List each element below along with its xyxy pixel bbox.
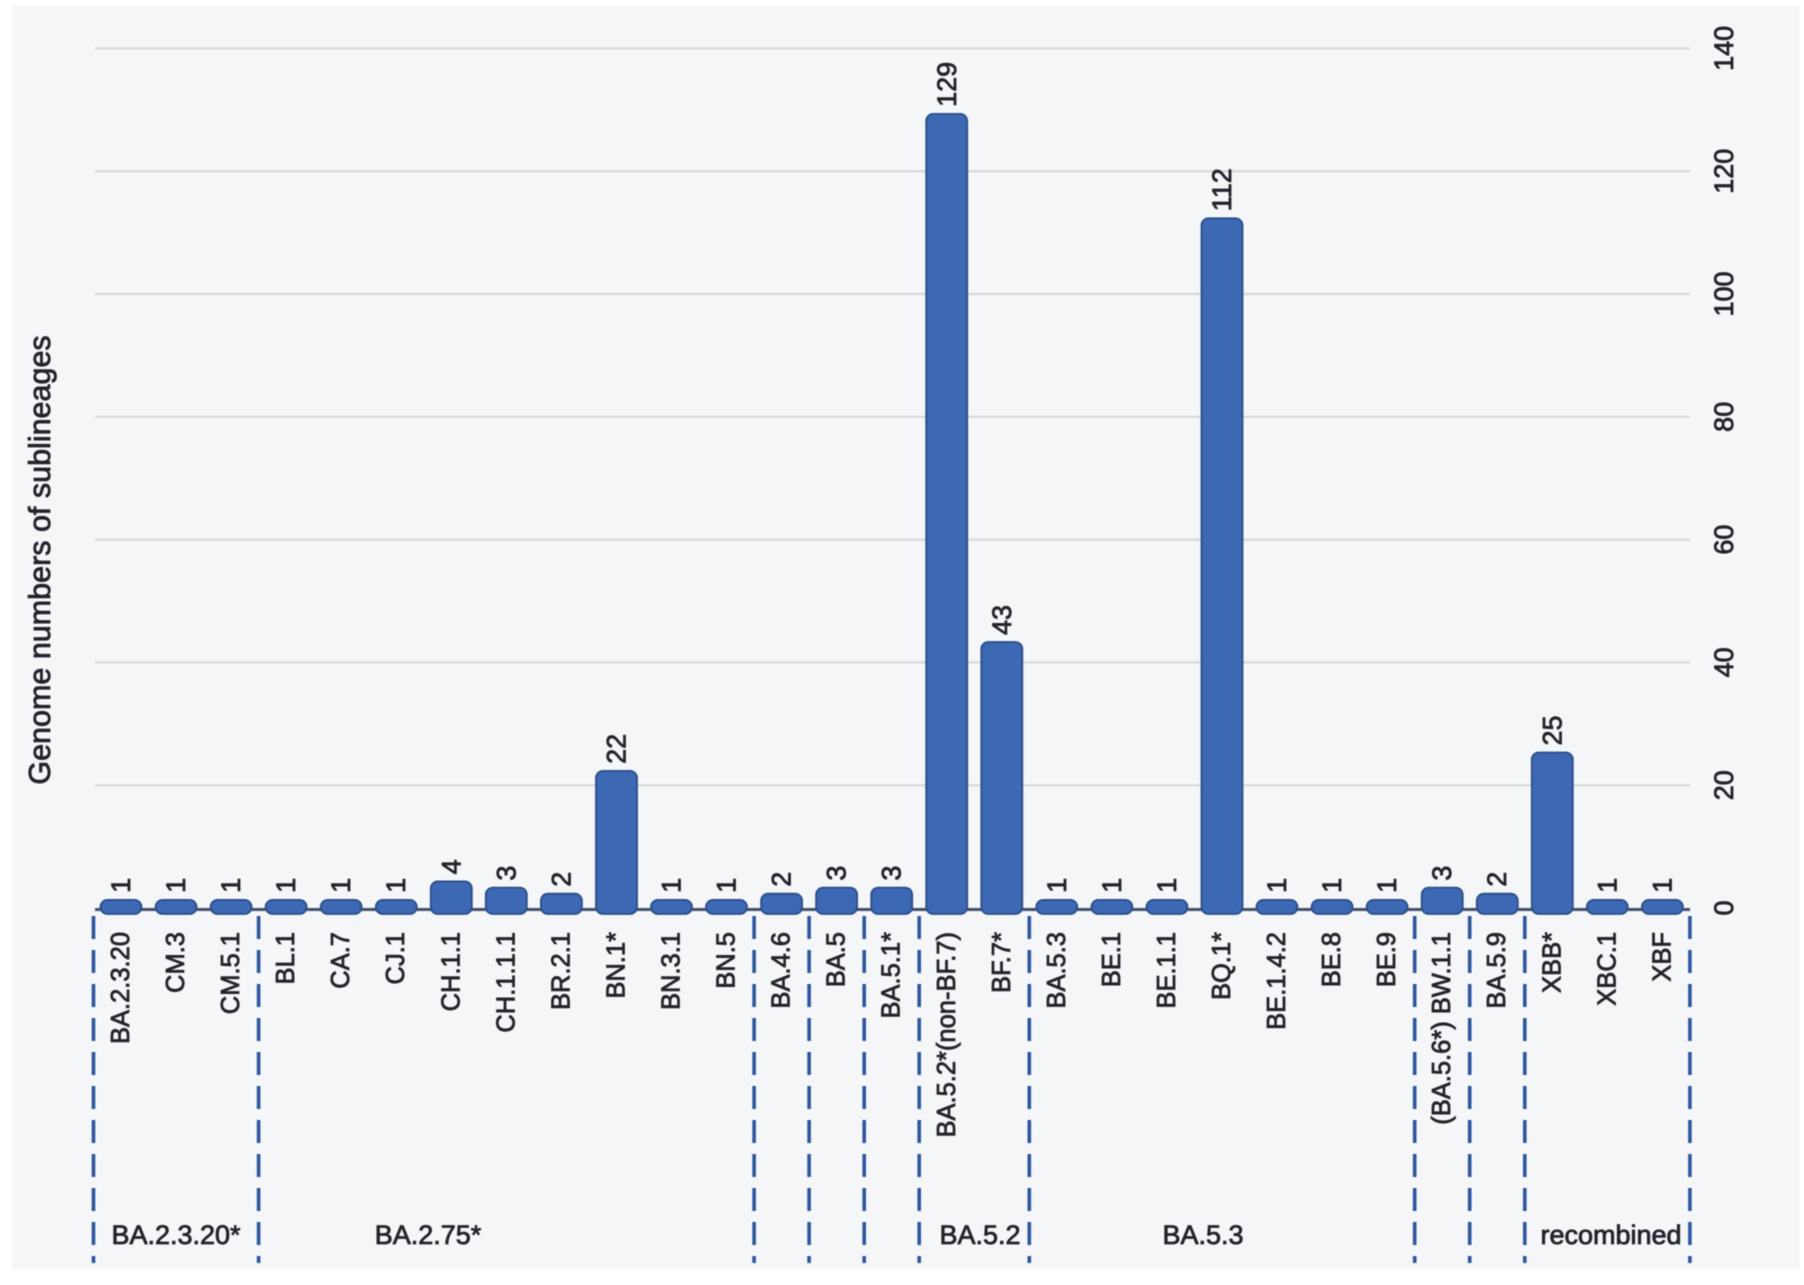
svg-text:1: 1 <box>1317 878 1347 893</box>
svg-text:recombined: recombined <box>1540 1220 1681 1250</box>
svg-text:0: 0 <box>1709 900 1739 915</box>
svg-text:80: 80 <box>1709 402 1739 432</box>
svg-text:3: 3 <box>877 866 907 881</box>
svg-text:BA.2.75*: BA.2.75* <box>375 1220 482 1250</box>
svg-text:129: 129 <box>932 62 962 107</box>
svg-text:25: 25 <box>1537 715 1567 745</box>
svg-text:1: 1 <box>1152 878 1182 893</box>
svg-text:60: 60 <box>1709 525 1739 555</box>
svg-text:BQ.1*: BQ.1* <box>1208 932 1236 1000</box>
svg-text:CM.5.1: CM.5.1 <box>217 932 245 1014</box>
svg-text:1: 1 <box>216 878 246 893</box>
svg-text:1: 1 <box>161 878 191 893</box>
svg-text:BR.2.1: BR.2.1 <box>547 932 575 1010</box>
svg-text:CM.3: CM.3 <box>162 932 190 993</box>
svg-text:XBB*: XBB* <box>1538 932 1566 993</box>
svg-text:BL.1: BL.1 <box>272 932 300 984</box>
svg-text:BA.5.9: BA.5.9 <box>1483 932 1511 1009</box>
svg-text:40: 40 <box>1709 647 1739 677</box>
svg-text:CH.1.1.1: CH.1.1.1 <box>492 932 520 1033</box>
svg-text:20: 20 <box>1709 770 1739 800</box>
svg-text:BA.5: BA.5 <box>823 932 851 987</box>
svg-text:140: 140 <box>1709 26 1739 71</box>
svg-text:1: 1 <box>1372 878 1402 893</box>
svg-text:1: 1 <box>1042 878 1072 893</box>
svg-text:BA.2.3.20*: BA.2.3.20* <box>111 1220 241 1250</box>
svg-text:2: 2 <box>767 872 797 887</box>
svg-text:BA.5.3: BA.5.3 <box>1043 932 1071 1009</box>
svg-text:XBF: XBF <box>1648 932 1676 982</box>
svg-text:BA.5.3: BA.5.3 <box>1162 1220 1243 1250</box>
svg-text:BE.1.4.2: BE.1.4.2 <box>1263 932 1291 1030</box>
svg-text:1: 1 <box>106 878 136 893</box>
svg-text:1: 1 <box>1647 878 1677 893</box>
svg-text:BA.4.6: BA.4.6 <box>768 932 796 1009</box>
svg-text:BE.1.1: BE.1.1 <box>1153 932 1181 1009</box>
svg-text:Genome numbers of sublineages: Genome numbers of sublineages <box>23 335 57 784</box>
svg-text:BA.5.2*(non-BF.7): BA.5.2*(non-BF.7) <box>933 932 961 1138</box>
svg-text:1: 1 <box>326 878 356 893</box>
svg-text:BF.7*: BF.7* <box>988 932 1016 993</box>
svg-text:100: 100 <box>1709 271 1739 316</box>
svg-text:XBC.1: XBC.1 <box>1593 932 1621 1006</box>
svg-text:112: 112 <box>1207 168 1237 211</box>
svg-text:CH.1.1: CH.1.1 <box>437 932 465 1011</box>
svg-text:CA.7: CA.7 <box>327 932 355 989</box>
svg-text:BE.1: BE.1 <box>1098 932 1126 987</box>
svg-text:1: 1 <box>712 878 742 893</box>
svg-text:2: 2 <box>1482 872 1512 887</box>
svg-text:1: 1 <box>1262 878 1292 893</box>
svg-text:3: 3 <box>822 866 852 881</box>
svg-text:1: 1 <box>381 878 411 893</box>
svg-text:CJ.1: CJ.1 <box>382 932 410 984</box>
svg-text:22: 22 <box>602 734 632 764</box>
svg-text:BN.3.1: BN.3.1 <box>658 932 686 1010</box>
svg-text:43: 43 <box>987 605 1017 635</box>
svg-text:BE.9: BE.9 <box>1373 932 1401 987</box>
svg-text:1: 1 <box>271 878 301 893</box>
svg-text:(BA.5.6*) BW.1.1: (BA.5.6*) BW.1.1 <box>1428 932 1456 1125</box>
svg-text:BN.1*: BN.1* <box>603 932 631 999</box>
svg-text:4: 4 <box>436 859 466 874</box>
svg-text:BA.5.2: BA.5.2 <box>939 1220 1020 1250</box>
svg-text:2: 2 <box>546 872 576 887</box>
svg-text:120: 120 <box>1709 149 1739 194</box>
svg-text:BE.8: BE.8 <box>1318 932 1346 987</box>
svg-text:3: 3 <box>1427 866 1457 881</box>
svg-text:1: 1 <box>657 878 687 893</box>
svg-text:BN.5: BN.5 <box>713 932 741 989</box>
svg-text:3: 3 <box>491 866 521 881</box>
svg-text:BA.2.3.20: BA.2.3.20 <box>107 932 135 1044</box>
svg-text:1: 1 <box>1592 878 1622 893</box>
svg-text:BA.5.1*: BA.5.1* <box>878 932 906 1019</box>
svg-text:1: 1 <box>1097 878 1127 893</box>
